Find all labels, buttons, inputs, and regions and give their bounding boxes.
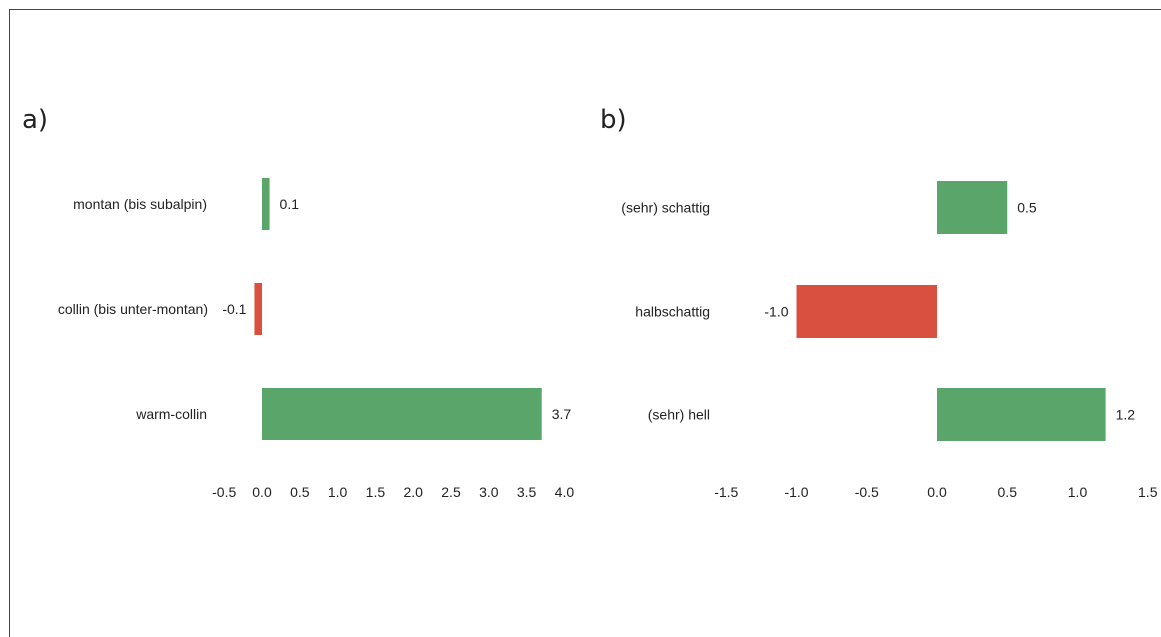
x-tick-label: -0.5 xyxy=(212,484,236,500)
bar xyxy=(937,181,1008,234)
x-tick-label: 1.5 xyxy=(366,484,386,500)
x-tick-label: 1.5 xyxy=(1138,484,1158,500)
panel-label-b: b) xyxy=(600,105,627,135)
category-label: halbschattig xyxy=(635,304,710,320)
x-tick-label: 1.0 xyxy=(1068,484,1088,500)
data-label: -1.0 xyxy=(764,304,788,320)
x-tick-label: -1.5 xyxy=(714,484,738,500)
category-label: (sehr) schattig xyxy=(621,200,710,216)
x-tick-label: -0.5 xyxy=(855,484,879,500)
bar xyxy=(262,178,270,230)
bar xyxy=(254,283,262,335)
panel-label-a: a) xyxy=(22,105,48,135)
x-tick-label: 3.0 xyxy=(479,484,499,500)
bar xyxy=(937,388,1106,441)
x-tick-label: 0.5 xyxy=(998,484,1018,500)
x-tick-label: 2.0 xyxy=(403,484,423,500)
data-label: -0.1 xyxy=(222,301,246,317)
x-tick-label: 4.0 xyxy=(555,484,575,500)
data-label: 3.7 xyxy=(552,406,572,422)
bar xyxy=(262,388,542,440)
x-tick-label: 1.0 xyxy=(328,484,348,500)
category-label: (sehr) hell xyxy=(648,407,710,423)
bar xyxy=(796,285,937,338)
x-tick-label: 0.0 xyxy=(252,484,272,500)
x-tick-label: 0.0 xyxy=(927,484,947,500)
x-tick-label: -1.0 xyxy=(784,484,808,500)
x-tick-label: 2.5 xyxy=(441,484,461,500)
data-label: 1.2 xyxy=(1116,407,1136,423)
x-tick-label: 0.5 xyxy=(290,484,310,500)
category-label: montan (bis subalpin) xyxy=(73,196,207,212)
figure-frame xyxy=(9,9,1161,637)
data-label: 0.1 xyxy=(280,196,300,212)
x-tick-label: 3.5 xyxy=(517,484,537,500)
category-label: warm-collin xyxy=(135,406,207,422)
category-label: collin (bis unter-montan) xyxy=(58,301,208,317)
data-label: 0.5 xyxy=(1017,200,1037,216)
